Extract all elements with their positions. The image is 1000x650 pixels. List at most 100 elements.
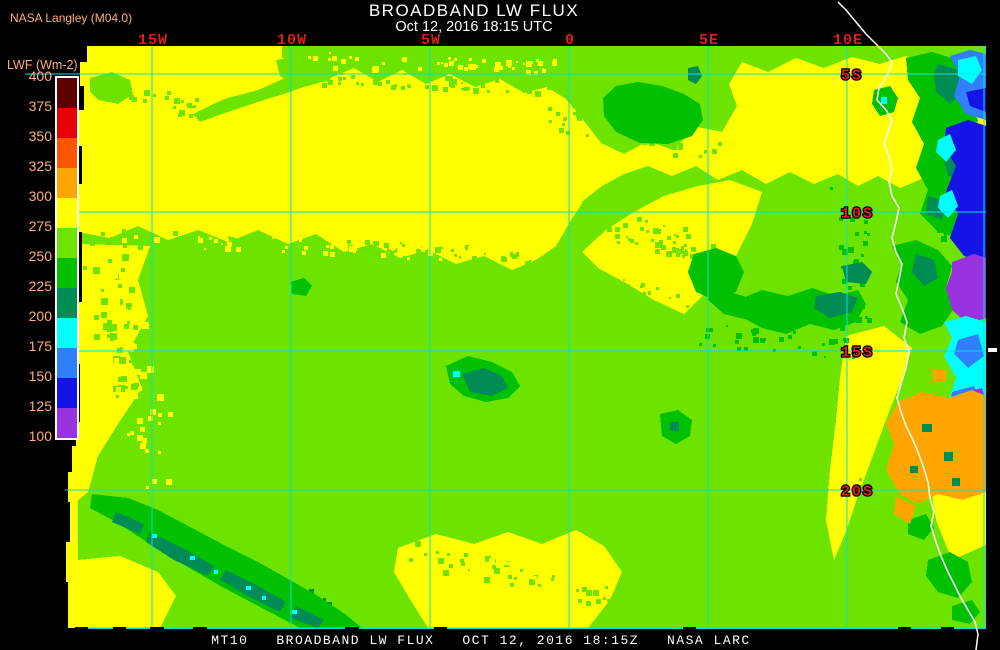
lon-label-15W: 15W [138,32,168,49]
flux-speck [127,235,132,240]
flux-speck [508,575,512,579]
flux-speck [377,248,380,251]
flux-speck [153,94,156,97]
flux-speck [593,580,597,584]
flux-speck [571,590,576,595]
flux-speck [679,249,684,254]
flux-speck [629,299,633,303]
flux-speck [448,57,451,60]
flux-speck [454,254,457,257]
flux-speck [648,291,651,294]
flux-speck [538,584,541,587]
flux-speck [308,240,311,243]
flux-speck [173,231,178,236]
flux-speck [103,323,110,330]
flux-speck [582,587,587,592]
flux-speck [865,316,868,319]
flux-speck [147,366,154,373]
flux-speck [681,246,684,249]
flux-speck [623,279,625,281]
flux-speck [138,310,141,313]
flux-speck [941,236,947,242]
flux-speck [503,560,508,565]
flux-speck [142,322,149,329]
colorbar-tick: 400 [28,68,52,84]
flux-speck [231,246,236,251]
flux-speck [351,75,355,79]
flux-speck [418,67,422,71]
flux-speck [536,59,539,62]
flux-speck [440,50,442,52]
flux-speck [699,155,702,158]
flux-speck [122,254,129,261]
flux-speck [549,120,552,123]
flux-speck [373,79,379,85]
flux-speck [381,253,386,258]
flux-speck [839,245,844,250]
flux-speck [566,572,568,574]
flux-speck [155,475,159,479]
flux-speck [655,242,661,248]
flux-speck [336,240,339,243]
flux-speck [389,244,395,250]
flux-speck [779,337,784,342]
flux-speck [187,103,192,108]
flux-speck [481,84,485,88]
flux-speck [451,84,455,88]
flux-speck [137,242,139,244]
edge-ticks [75,348,997,630]
flux-speck [514,577,517,580]
flux-speck [89,271,92,274]
flux-speck [712,149,717,154]
colorbar-tick: 100 [28,428,52,444]
flux-speck [673,153,678,158]
flux-speck [945,49,949,53]
flux-speck [655,249,660,254]
flux-speck [355,57,359,61]
flux-speck [168,412,173,417]
flux-speck [461,88,463,90]
flux-speck [752,332,756,336]
flux-speck [637,217,642,222]
flux-speck [387,255,391,259]
lon-label-5E: 5E [699,32,719,49]
flux-speck [559,128,564,133]
flux-speck [948,49,951,52]
flux-speck [607,282,612,287]
flux-speck [119,316,125,322]
flux-speck [132,247,134,249]
lon-label-10E: 10E [833,32,863,49]
flux-speck [437,62,440,65]
flux-speck [99,323,103,327]
flux-speck [623,290,626,293]
flux-speck [347,240,351,244]
flux-speck [467,254,470,257]
flux-speck [361,83,364,86]
flux-speck [154,404,159,409]
flux-speck [673,241,676,244]
flux-speck [101,312,107,318]
flux-speck [157,242,161,246]
flux-speck [338,82,341,85]
flux-speck [118,385,125,392]
flux-speck [814,50,817,53]
flux-speck [833,339,838,344]
flux-speck [555,577,560,582]
flux-speck [607,227,612,232]
flux-speck [512,52,515,55]
flux-speck [616,132,621,137]
flux-speck [924,51,926,53]
flux-speck [152,454,159,461]
flux-speck [236,247,241,252]
flux-speck [889,535,892,538]
flux-speck [863,241,868,246]
flux-speck [129,347,134,352]
flux-speck [944,233,947,236]
flux-speck [127,321,130,324]
flux-speck [460,559,464,563]
flux-speck [460,243,464,247]
flux-speck [422,245,427,250]
flux-speck [683,227,688,232]
flux-speck [127,363,132,368]
flux-speck [101,298,108,305]
